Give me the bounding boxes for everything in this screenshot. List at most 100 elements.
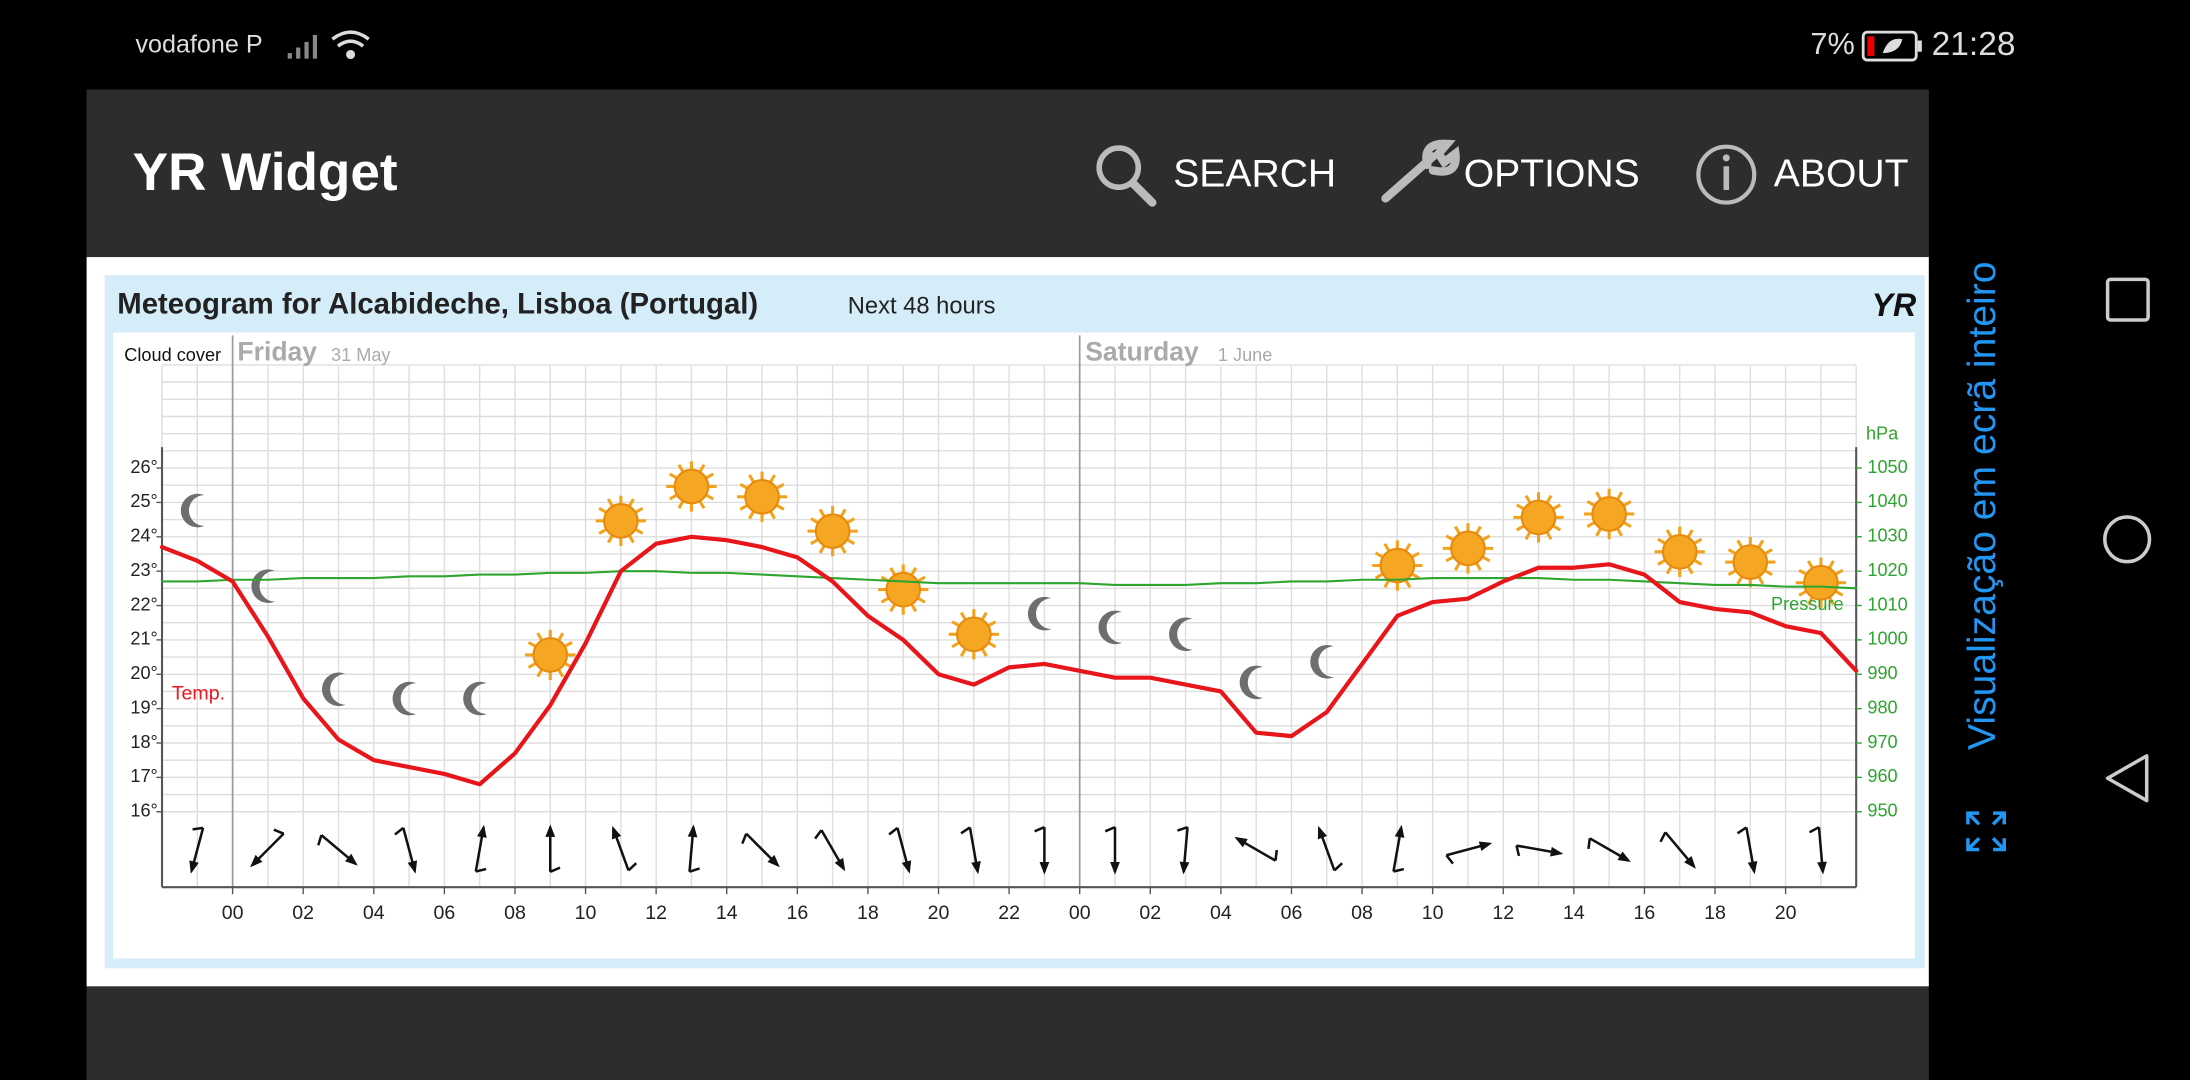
x-tick-label: 00 bbox=[222, 902, 244, 924]
y-tick-label: 24° bbox=[130, 526, 157, 546]
y2-tick-label: 990 bbox=[1867, 663, 1897, 683]
sun-disc bbox=[1803, 564, 1839, 601]
wind-feather bbox=[1393, 867, 1405, 873]
moon-icon bbox=[1169, 617, 1193, 652]
options-button[interactable]: OPTIONS bbox=[1381, 139, 1640, 203]
sun-disc bbox=[1379, 547, 1416, 584]
wind-arrow bbox=[1177, 826, 1190, 875]
sun-disc bbox=[603, 503, 639, 539]
y2-tick-label: 960 bbox=[1867, 766, 1897, 786]
wind-arrow bbox=[1659, 831, 1696, 869]
back-button[interactable] bbox=[2105, 754, 2149, 803]
moon-shape bbox=[322, 672, 346, 707]
wind-head bbox=[834, 857, 846, 872]
wind-head bbox=[1617, 851, 1631, 863]
search-label: SEARCH bbox=[1173, 152, 1336, 195]
wind-feather bbox=[960, 826, 971, 835]
sun-icon bbox=[948, 609, 999, 660]
wind-feather bbox=[1445, 854, 1454, 865]
day-date: 1 June bbox=[1218, 345, 1272, 365]
wind-feather bbox=[1274, 849, 1279, 861]
sun-disc bbox=[885, 571, 922, 608]
wind-arrow bbox=[960, 826, 981, 875]
x-tick-label: 08 bbox=[1351, 902, 1373, 924]
wind-head bbox=[344, 853, 358, 866]
y2-tick-label: 1000 bbox=[1867, 629, 1907, 649]
fullscreen-label[interactable]: Visualização em ecrã inteiro bbox=[1961, 262, 2004, 750]
y-tick-label: 22° bbox=[130, 594, 157, 614]
wind-arrow bbox=[189, 826, 205, 874]
y-tick-label: 16° bbox=[130, 801, 157, 821]
search-button[interactable]: SEARCH bbox=[1096, 145, 1336, 207]
about-label: ABOUT bbox=[1774, 152, 1909, 195]
wind-arrow bbox=[1587, 837, 1631, 863]
chart-subtitle: Next 48 hours bbox=[848, 294, 996, 320]
wind-arrow bbox=[317, 834, 358, 866]
sun-icon bbox=[807, 506, 858, 557]
x-tick-label: 04 bbox=[1210, 902, 1232, 924]
moon-icon bbox=[1239, 665, 1264, 700]
footer bbox=[86, 986, 1929, 1080]
logo: YR bbox=[1872, 287, 1917, 323]
x-tick-label: 06 bbox=[1281, 902, 1303, 924]
wind-arrow bbox=[741, 832, 780, 868]
wind-arrow bbox=[1808, 826, 1827, 875]
wind-feather bbox=[317, 834, 323, 846]
about-button[interactable]: ABOUT bbox=[1696, 144, 1909, 205]
wind-head bbox=[189, 860, 199, 874]
sun-icon bbox=[1442, 523, 1494, 574]
wind-feather bbox=[1736, 826, 1748, 835]
wind-arrow bbox=[687, 824, 700, 873]
home-button[interactable] bbox=[2103, 515, 2152, 564]
sun-disc bbox=[1661, 533, 1698, 570]
x-tick-label: 00 bbox=[1069, 902, 1091, 924]
wind-head bbox=[1110, 862, 1120, 875]
wind-head bbox=[971, 861, 981, 875]
y2-tick-label: 980 bbox=[1867, 697, 1897, 717]
x-tick-label: 10 bbox=[575, 902, 597, 924]
moon-shape bbox=[1310, 645, 1334, 679]
wind-head bbox=[1039, 862, 1050, 875]
wind-head bbox=[407, 860, 418, 874]
wind-head bbox=[545, 824, 556, 837]
clock: 21:28 bbox=[1932, 26, 2016, 63]
sun-icon bbox=[736, 471, 788, 522]
wind-head bbox=[1234, 836, 1248, 848]
sun-icon bbox=[1795, 557, 1847, 608]
moon-shape bbox=[1027, 596, 1052, 631]
wind-feather bbox=[689, 867, 700, 873]
y-tick-label: 26° bbox=[130, 457, 157, 477]
x-tick-label: 02 bbox=[1139, 902, 1161, 924]
app-bar bbox=[86, 89, 1929, 258]
wind-arrow bbox=[1034, 825, 1050, 875]
y-tick-label: 20° bbox=[130, 663, 157, 683]
wind-arrow bbox=[1515, 844, 1564, 857]
wind-arrow bbox=[1234, 836, 1279, 862]
wind-feather bbox=[1333, 862, 1344, 872]
wind-feather bbox=[192, 826, 204, 831]
y-tick-label: 25° bbox=[130, 491, 157, 511]
x-tick-label: 16 bbox=[786, 902, 808, 924]
moon-icon bbox=[322, 672, 346, 707]
sun-icon bbox=[1583, 488, 1635, 540]
sun-icon bbox=[525, 629, 576, 681]
wind-arrow bbox=[1317, 825, 1344, 872]
wind-feather bbox=[1034, 825, 1045, 833]
x-tick-label: 14 bbox=[1563, 902, 1585, 924]
fullscreen-icon[interactable] bbox=[1966, 811, 2006, 852]
wind-feather bbox=[1104, 825, 1116, 833]
wind-feather bbox=[741, 833, 748, 845]
sun-icon bbox=[1513, 492, 1564, 543]
wind-arrow bbox=[814, 829, 846, 872]
wind-feather bbox=[888, 826, 899, 836]
sun-icon bbox=[666, 461, 717, 512]
sun-icon bbox=[1372, 540, 1423, 591]
sun-disc bbox=[744, 478, 780, 515]
sun-disc bbox=[1591, 496, 1627, 532]
wind-head bbox=[1179, 861, 1190, 875]
y2-tick-label: 970 bbox=[1867, 732, 1897, 752]
recents-button[interactable] bbox=[2105, 277, 2150, 322]
day-name: Saturday bbox=[1085, 336, 1199, 366]
